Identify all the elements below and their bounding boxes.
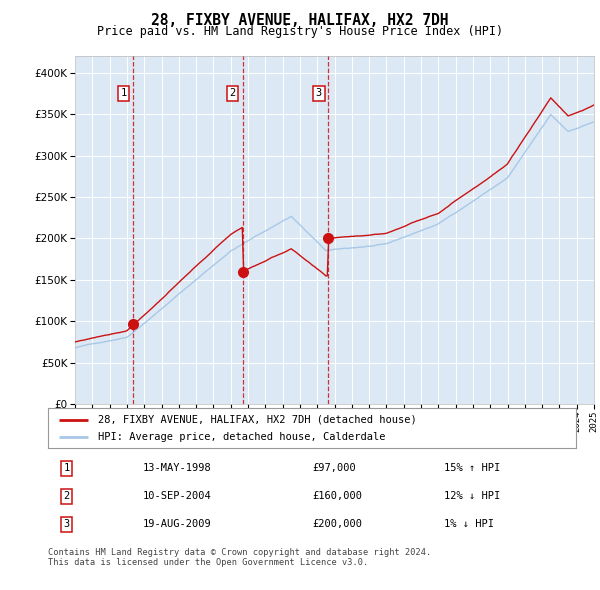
Text: 1: 1 — [64, 463, 70, 473]
Text: £160,000: £160,000 — [312, 491, 362, 501]
Text: £97,000: £97,000 — [312, 463, 356, 473]
Text: 1% ↓ HPI: 1% ↓ HPI — [444, 519, 494, 529]
Text: 13-MAY-1998: 13-MAY-1998 — [143, 463, 212, 473]
Text: 19-AUG-2009: 19-AUG-2009 — [143, 519, 212, 529]
Text: Contains HM Land Registry data © Crown copyright and database right 2024.
This d: Contains HM Land Registry data © Crown c… — [48, 548, 431, 567]
Text: 28, FIXBY AVENUE, HALIFAX, HX2 7DH: 28, FIXBY AVENUE, HALIFAX, HX2 7DH — [151, 13, 449, 28]
Text: 2: 2 — [229, 88, 236, 99]
Text: 3: 3 — [64, 519, 70, 529]
Text: 10-SEP-2004: 10-SEP-2004 — [143, 491, 212, 501]
Text: Price paid vs. HM Land Registry's House Price Index (HPI): Price paid vs. HM Land Registry's House … — [97, 25, 503, 38]
Text: 12% ↓ HPI: 12% ↓ HPI — [444, 491, 500, 501]
Text: 1: 1 — [121, 88, 127, 99]
Text: HPI: Average price, detached house, Calderdale: HPI: Average price, detached house, Cald… — [98, 432, 386, 442]
Text: 15% ↑ HPI: 15% ↑ HPI — [444, 463, 500, 473]
Text: 3: 3 — [316, 88, 322, 99]
Text: 2: 2 — [64, 491, 70, 501]
Text: 28, FIXBY AVENUE, HALIFAX, HX2 7DH (detached house): 28, FIXBY AVENUE, HALIFAX, HX2 7DH (deta… — [98, 415, 417, 425]
Text: £200,000: £200,000 — [312, 519, 362, 529]
